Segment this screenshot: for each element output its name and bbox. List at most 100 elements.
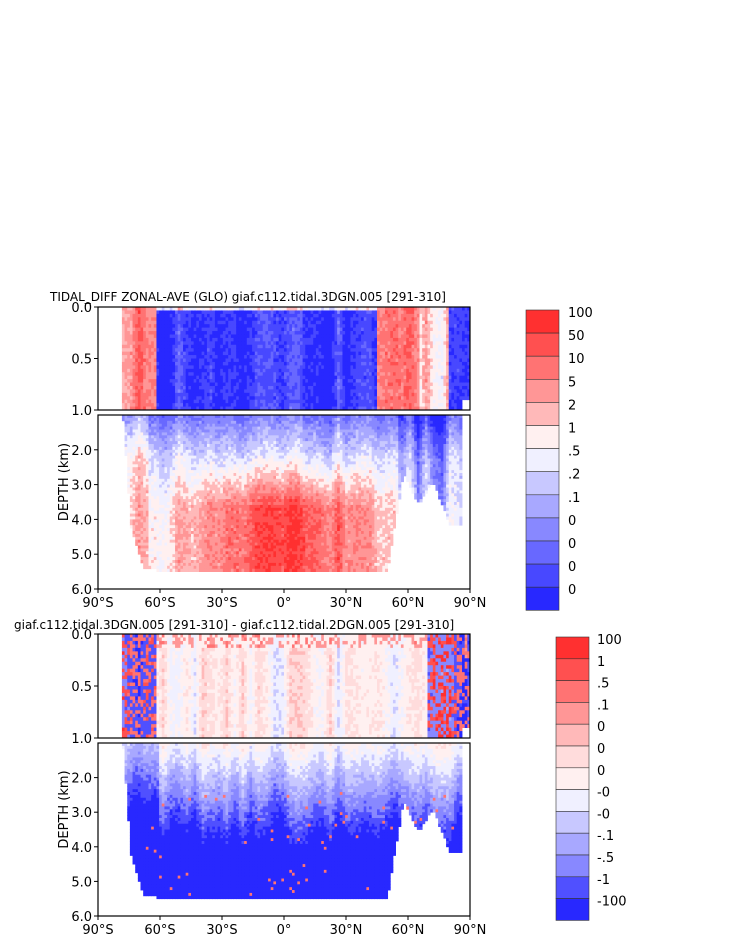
heatmap-cell-upper xyxy=(180,403,183,407)
heatmap-cell-upper xyxy=(215,389,218,393)
heatmap-cell-upper xyxy=(175,317,178,321)
heatmap-cell-upper xyxy=(316,400,319,404)
heatmap-cell-upper xyxy=(297,355,300,359)
heatmap-cell-upper xyxy=(457,393,460,397)
heatmap-cell-upper xyxy=(135,331,138,335)
heatmap-cell-upper xyxy=(348,352,351,356)
heatmap-cell-upper xyxy=(279,359,282,363)
heatmap-cell-upper xyxy=(449,331,452,335)
heatmap-cell-upper xyxy=(390,334,393,338)
heatmap-cell-lower xyxy=(180,482,183,485)
heatmap-cell-lower xyxy=(159,566,162,569)
heatmap-cell-upper xyxy=(425,355,428,359)
heatmap-cell-upper xyxy=(289,324,292,328)
heatmap-cell-upper xyxy=(412,359,415,363)
heatmap-cell-lower xyxy=(148,554,151,557)
heatmap-cell-upper xyxy=(388,362,391,366)
heatmap-cell-lower xyxy=(156,461,159,464)
heatmap-cell-upper xyxy=(398,321,401,325)
heatmap-cell-upper xyxy=(385,362,388,366)
heatmap-cell-lower xyxy=(135,476,138,479)
heatmap-cell-upper xyxy=(210,372,213,376)
heatmap-cell-upper xyxy=(247,331,250,335)
heatmap-cell-upper xyxy=(356,328,359,332)
heatmap-cell-upper xyxy=(156,362,159,366)
heatmap-cell-lower xyxy=(178,505,181,508)
heatmap-cell-upper xyxy=(324,310,327,314)
heatmap-cell-upper xyxy=(316,359,319,363)
heatmap-cell-lower xyxy=(154,563,157,566)
heatmap-cell-upper xyxy=(178,331,181,335)
heatmap-cell-upper xyxy=(207,369,210,373)
heatmap-cell-lower xyxy=(154,427,157,430)
heatmap-cell-upper xyxy=(287,376,290,380)
heatmap-cell-upper xyxy=(409,341,412,345)
heatmap-cell-upper xyxy=(443,365,446,369)
heatmap-cell-upper xyxy=(231,372,234,376)
heatmap-cell-upper xyxy=(239,372,242,376)
heatmap-cell-upper xyxy=(462,341,465,345)
heatmap-cell-lower xyxy=(178,461,181,464)
heatmap-cell-upper xyxy=(257,352,260,356)
heatmap-cell-upper xyxy=(220,372,223,376)
heatmap-cell-upper xyxy=(324,314,327,318)
heatmap-cell-lower xyxy=(167,456,170,459)
heatmap-cell-upper xyxy=(284,386,287,390)
heatmap-cell-upper xyxy=(260,376,263,380)
heatmap-cell-lower xyxy=(178,470,181,473)
heatmap-cell-upper xyxy=(398,314,401,318)
heatmap-cell-upper xyxy=(430,393,433,397)
heatmap-cell-upper xyxy=(324,396,327,400)
heatmap-cell-upper xyxy=(417,324,420,328)
heatmap-cell-upper xyxy=(287,355,290,359)
heatmap-cell-upper xyxy=(345,355,348,359)
heatmap-cell-upper xyxy=(255,352,258,356)
heatmap-cell-lower xyxy=(141,461,144,464)
heatmap-cell-upper xyxy=(305,389,308,393)
heatmap-cell-upper xyxy=(228,314,231,318)
heatmap-cell-upper xyxy=(156,359,159,363)
heatmap-cell-upper xyxy=(143,328,146,332)
heatmap-cell-lower xyxy=(141,505,144,508)
heatmap-cell-lower xyxy=(172,482,175,485)
heatmap-cell-upper xyxy=(404,372,407,376)
heatmap-cell-lower xyxy=(154,430,157,433)
heatmap-cell-upper xyxy=(388,379,391,383)
heatmap-cell-upper xyxy=(231,338,234,342)
heatmap-cell-upper xyxy=(220,362,223,366)
heatmap-cell-upper xyxy=(337,365,340,369)
heatmap-cell-upper xyxy=(212,359,215,363)
heatmap-cell-lower xyxy=(167,467,170,470)
heatmap-cell-upper xyxy=(350,328,353,332)
heatmap-cell-upper xyxy=(425,400,428,404)
heatmap-cell-upper xyxy=(180,345,183,349)
heatmap-cell-upper xyxy=(420,372,423,376)
heatmap-cell-upper xyxy=(212,400,215,404)
heatmap-cell-upper xyxy=(167,352,170,356)
heatmap-cell-lower xyxy=(162,511,165,514)
heatmap-cell-upper xyxy=(204,328,207,332)
heatmap-cell-upper xyxy=(122,355,125,359)
heatmap-cell-upper xyxy=(356,331,359,335)
heatmap-cell-lower xyxy=(159,551,162,554)
heatmap-cell-upper xyxy=(194,389,197,393)
heatmap-cell-lower xyxy=(122,418,125,421)
heatmap-cell-upper xyxy=(350,383,353,387)
heatmap-cell-upper xyxy=(223,334,226,338)
heatmap-cell-upper xyxy=(172,359,175,363)
heatmap-cell-upper xyxy=(404,383,407,387)
heatmap-cell-upper xyxy=(196,400,199,404)
heatmap-cell-upper xyxy=(289,376,292,380)
heatmap-cell-upper xyxy=(329,400,332,404)
heatmap-cell-lower xyxy=(172,470,175,473)
heatmap-cell-lower xyxy=(172,546,175,549)
heatmap-cell-upper xyxy=(125,362,128,366)
heatmap-cell-upper xyxy=(427,334,430,338)
heatmap-cell-upper xyxy=(350,341,353,345)
heatmap-cell-upper xyxy=(406,372,409,376)
heatmap-cell-upper xyxy=(451,376,454,380)
heatmap-cell-upper xyxy=(305,383,308,387)
heatmap-cell-upper xyxy=(404,345,407,349)
heatmap-cell-upper xyxy=(215,334,218,338)
heatmap-cell-lower xyxy=(167,488,170,491)
